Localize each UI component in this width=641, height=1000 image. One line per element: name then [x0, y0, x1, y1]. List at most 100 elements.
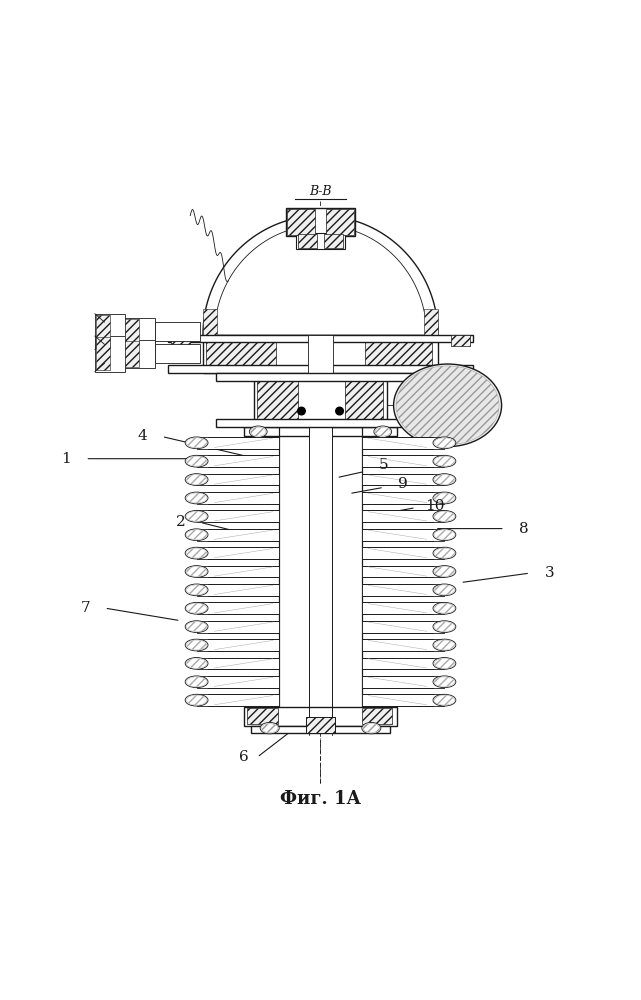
Bar	[362, 529, 444, 541]
Bar	[362, 658, 444, 669]
Ellipse shape	[185, 658, 208, 669]
Text: 7: 7	[81, 601, 90, 615]
Ellipse shape	[185, 566, 208, 577]
Ellipse shape	[433, 621, 456, 633]
Bar	[215, 419, 426, 427]
Text: В-В: В-В	[309, 185, 332, 198]
Ellipse shape	[185, 639, 208, 651]
Bar	[95, 314, 126, 349]
Bar	[281, 427, 309, 707]
Bar	[451, 335, 470, 346]
Text: 3: 3	[544, 566, 554, 580]
Bar	[203, 309, 217, 335]
Bar	[197, 529, 279, 541]
Ellipse shape	[433, 510, 456, 522]
Ellipse shape	[185, 474, 208, 485]
Bar	[197, 602, 279, 614]
Bar	[197, 510, 279, 522]
Bar	[197, 455, 279, 467]
Bar	[362, 676, 444, 688]
Bar	[362, 455, 444, 467]
Text: 9: 9	[398, 477, 408, 491]
Ellipse shape	[433, 529, 456, 541]
Circle shape	[297, 407, 305, 415]
Bar	[197, 621, 279, 633]
Bar	[197, 566, 279, 577]
Bar	[96, 315, 110, 348]
Bar	[95, 336, 126, 372]
Bar	[306, 717, 335, 733]
Bar	[362, 437, 444, 449]
Bar	[345, 376, 383, 424]
Text: 1: 1	[62, 452, 71, 466]
Text: Фиг. 1А: Фиг. 1А	[280, 790, 361, 808]
Bar	[362, 602, 444, 614]
Bar	[326, 209, 354, 235]
Bar	[309, 395, 332, 738]
Bar	[362, 492, 444, 504]
Ellipse shape	[185, 676, 208, 688]
Ellipse shape	[249, 426, 267, 437]
Bar	[362, 547, 444, 559]
Ellipse shape	[185, 492, 208, 504]
Ellipse shape	[362, 722, 381, 734]
Bar	[171, 335, 190, 346]
Bar	[155, 322, 200, 341]
Ellipse shape	[185, 437, 208, 449]
Bar	[197, 492, 279, 504]
Bar	[251, 726, 390, 733]
Circle shape	[336, 407, 344, 415]
Bar	[257, 376, 298, 424]
Bar	[197, 474, 279, 485]
Ellipse shape	[433, 639, 456, 651]
Bar	[124, 340, 155, 368]
Bar	[306, 717, 335, 733]
Bar	[197, 639, 279, 651]
Ellipse shape	[185, 584, 208, 596]
Text: 5: 5	[379, 458, 389, 472]
Text: 4: 4	[138, 429, 147, 443]
Bar	[215, 373, 426, 381]
Ellipse shape	[185, 455, 208, 467]
Ellipse shape	[433, 492, 456, 504]
Bar	[254, 373, 387, 427]
Ellipse shape	[260, 722, 279, 734]
Bar	[168, 335, 473, 342]
Bar	[308, 335, 333, 373]
Bar	[197, 658, 279, 669]
Bar	[424, 309, 438, 335]
Bar	[247, 708, 278, 724]
Ellipse shape	[433, 547, 456, 559]
Bar	[362, 708, 392, 724]
Ellipse shape	[185, 621, 208, 633]
Bar	[362, 694, 444, 706]
Bar	[197, 676, 279, 688]
Bar	[244, 427, 397, 436]
Bar	[197, 584, 279, 596]
Ellipse shape	[433, 455, 456, 467]
Bar	[124, 318, 155, 346]
Ellipse shape	[433, 437, 456, 449]
Ellipse shape	[433, 474, 456, 485]
Bar	[279, 427, 362, 707]
Ellipse shape	[394, 364, 502, 447]
Bar	[206, 338, 276, 370]
Ellipse shape	[433, 694, 456, 706]
Bar	[197, 547, 279, 559]
Bar	[285, 208, 356, 236]
Ellipse shape	[185, 694, 208, 706]
Bar	[197, 437, 279, 449]
Bar	[168, 365, 473, 373]
Ellipse shape	[374, 426, 392, 437]
Ellipse shape	[185, 602, 208, 614]
Ellipse shape	[185, 547, 208, 559]
Bar	[362, 639, 444, 651]
Text: 10: 10	[425, 499, 445, 513]
Text: 8: 8	[519, 522, 529, 536]
Bar	[362, 474, 444, 485]
Bar	[203, 335, 438, 373]
Bar	[287, 209, 315, 235]
Ellipse shape	[433, 676, 456, 688]
Ellipse shape	[185, 510, 208, 522]
Bar	[362, 584, 444, 596]
